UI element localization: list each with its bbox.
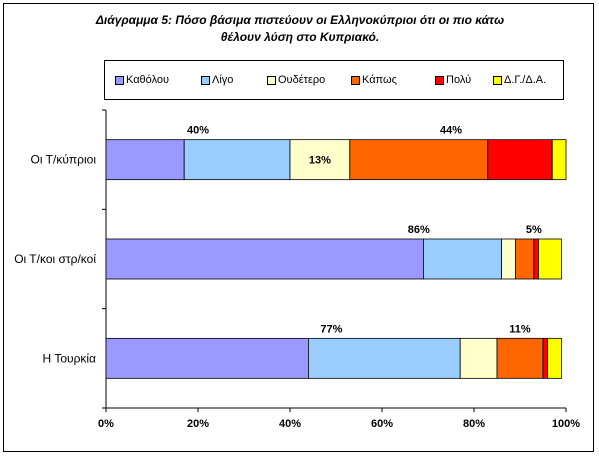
- legend-swatch: [435, 76, 444, 85]
- category-label: Οι Τ/κοι στρ/κοί: [14, 252, 96, 266]
- legend-label: Κάπως: [362, 74, 397, 86]
- legend-swatch: [493, 76, 502, 85]
- data-label: 40%: [187, 125, 209, 137]
- bar-segment-καθόλου: [105, 139, 185, 181]
- bar-segment-δ-γ-δ-α: [551, 139, 567, 181]
- bar-segment-λίγο: [307, 337, 461, 379]
- bar-segment-καθόλου: [105, 238, 424, 280]
- data-label: 11%: [509, 323, 531, 335]
- bar-segment-πολύ: [533, 238, 539, 280]
- chart-title-line-2: θέλουν λύση στο Κυπριακό.: [220, 30, 380, 44]
- x-tick-label: 40%: [279, 418, 301, 430]
- x-tick-label: 0%: [98, 418, 114, 430]
- data-label: 86%: [408, 224, 430, 236]
- bar-segment-κάπως: [349, 139, 489, 181]
- legend-swatch: [267, 76, 276, 85]
- category-label: Οι Τ/κύπριοι: [31, 153, 97, 167]
- x-tick-label: 80%: [463, 418, 485, 430]
- bar-segment-κάπως: [496, 337, 544, 379]
- legend-swatch: [201, 76, 210, 85]
- bar-segment-λίγο: [183, 139, 291, 181]
- chart-title-line-1: Διάγραμμα 5: Πόσο βάσιμα πιστεύουν οι Ελ…: [95, 13, 505, 27]
- x-tick-label: 100%: [552, 418, 580, 430]
- bar-segment-ουδέτερο: [501, 238, 516, 280]
- data-label: 5%: [526, 224, 542, 236]
- bar-segment-δ-γ-δ-α: [547, 337, 562, 379]
- x-tick-label: 20%: [187, 418, 209, 430]
- bar-segment-πολύ: [542, 337, 548, 379]
- bar-segment-καθόλου: [105, 337, 309, 379]
- data-label: 13%: [309, 155, 331, 167]
- bar-segment-κάπως: [515, 238, 535, 280]
- chart-title: Διάγραμμα 5: Πόσο βάσιμα πιστεύουν οι Ελ…: [60, 12, 540, 46]
- bar-segment-δ-γ-δ-α: [538, 238, 562, 280]
- legend-swatch: [351, 76, 360, 85]
- data-label: 44%: [440, 125, 462, 137]
- legend-label: Πολύ: [446, 74, 472, 86]
- data-label: 77%: [320, 323, 342, 335]
- legend-label: Δ.Γ./Δ.Α.: [504, 74, 547, 86]
- legend-swatch: [115, 76, 124, 85]
- chart-legend: Καθόλου Λίγο Ουδέτερο Κάπως Πολύ Δ.Γ./Δ.Α.: [104, 60, 564, 100]
- legend-label: Καθόλου: [126, 74, 170, 86]
- x-tick-label: 60%: [371, 418, 393, 430]
- bar-segment-λίγο: [422, 238, 502, 280]
- category-label: Η Τουρκία: [43, 351, 97, 365]
- bar-segment-πολύ: [487, 139, 553, 181]
- legend-label: Ουδέτερο: [278, 74, 326, 86]
- legend-label: Λίγο: [212, 74, 234, 86]
- bar-segment-ουδέτερο: [459, 337, 498, 379]
